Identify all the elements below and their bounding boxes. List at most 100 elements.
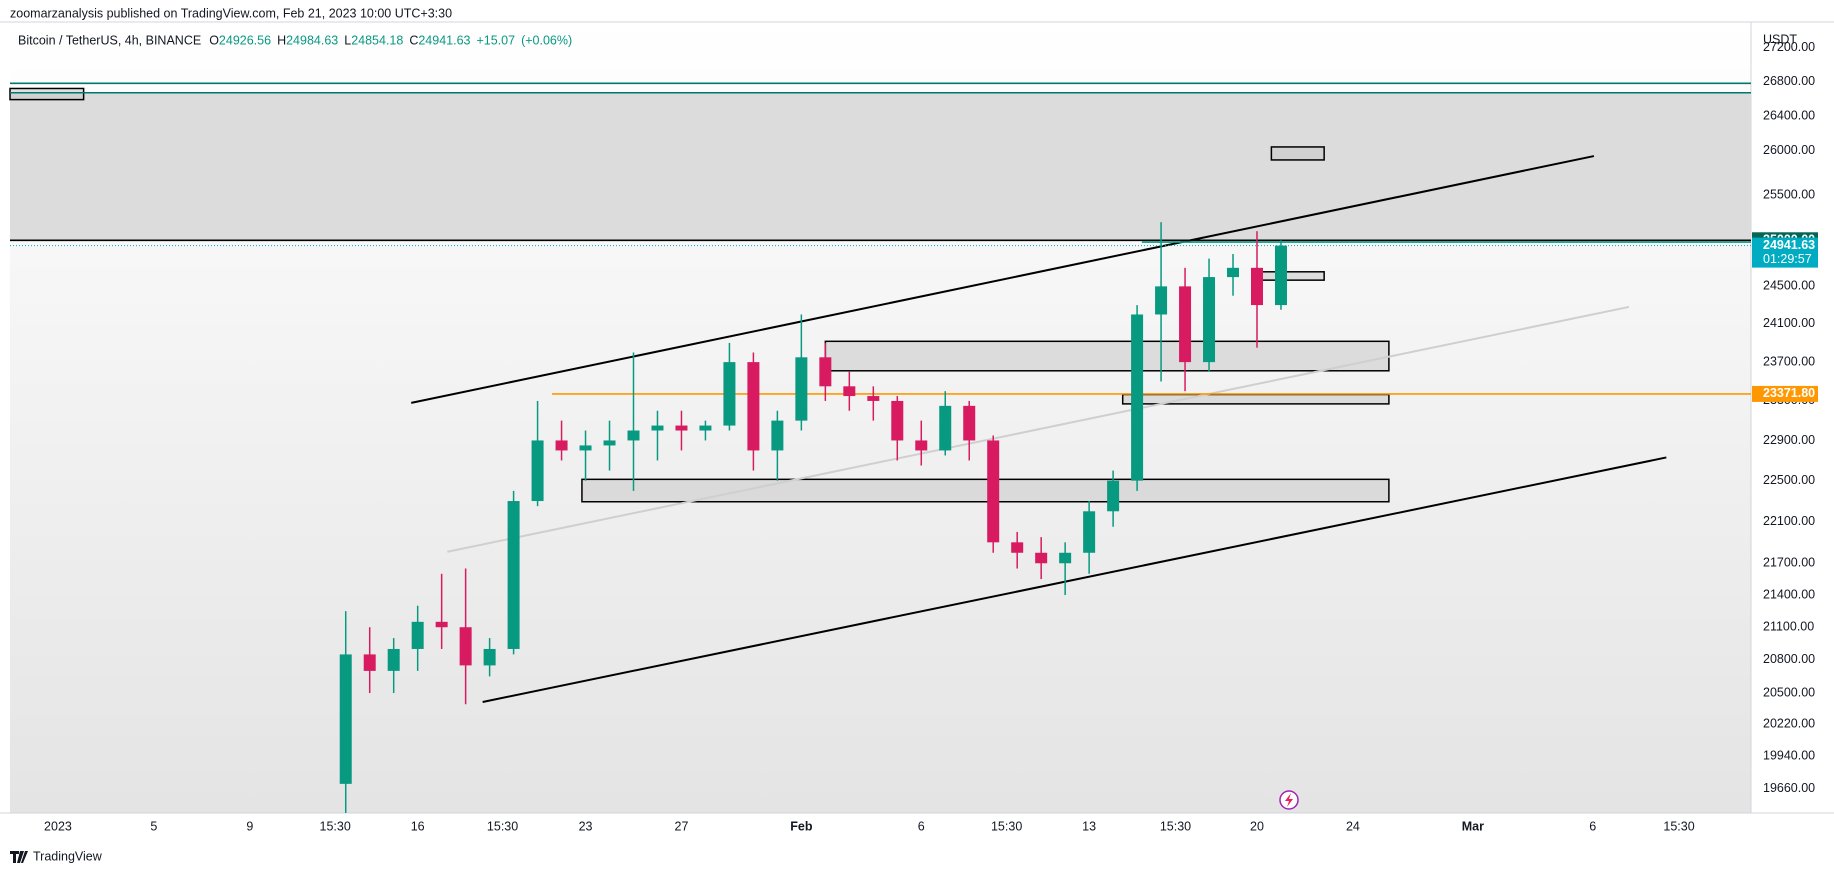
candle-body: [915, 440, 928, 451]
y-tick-label: 20220.00: [1763, 717, 1815, 731]
price-badge-label: 23371.80: [1763, 386, 1815, 400]
legend-value: 24926.56: [219, 33, 271, 47]
publisher: zoomarzanalysis published on TradingView…: [10, 6, 452, 20]
candle-body: [819, 357, 832, 387]
candle-body: [339, 654, 352, 784]
zone: [1121, 393, 1390, 405]
price-badge-label: 24941.63: [1763, 238, 1815, 252]
candle-body: [459, 627, 472, 666]
x-tick-label: 16: [411, 819, 425, 833]
x-tick-label: 5: [150, 819, 157, 833]
x-tick-label: 15:30: [320, 819, 351, 833]
candle-body: [651, 425, 664, 431]
legend: Bitcoin / TetherUS, 4h, BINANCE O 24926.5…: [18, 33, 572, 47]
y-tick-label: 21400.00: [1763, 587, 1815, 601]
candle-body: [1011, 542, 1024, 553]
x-tick-label: 13: [1082, 819, 1096, 833]
x-tick-label: 20: [1250, 819, 1264, 833]
candle-body: [867, 396, 880, 401]
candle-body: [483, 648, 496, 666]
y-tick-label: 22500.00: [1763, 473, 1815, 487]
y-tick-label: 20800.00: [1763, 652, 1815, 666]
zone: [1258, 271, 1325, 281]
candle-body: [1059, 552, 1072, 564]
y-tick-label: 27200.00: [1763, 40, 1815, 54]
y-tick-label: 22900.00: [1763, 433, 1815, 447]
countdown: 01:29:57: [1763, 252, 1812, 266]
legend-value: 24941.63: [418, 33, 470, 47]
x-tick-label: 15:30: [1160, 819, 1191, 833]
zone: [1270, 146, 1325, 161]
candle-body: [771, 420, 784, 451]
zone: [9, 87, 85, 101]
trend-line: [482, 456, 1667, 703]
x-tick-label: 15:30: [991, 819, 1022, 833]
candle-body: [1179, 286, 1192, 363]
x-tick-label: 9: [246, 819, 253, 833]
y-tick-label: 23700.00: [1763, 354, 1815, 368]
x-tick-label: 2023: [44, 819, 72, 833]
legend-key: C: [409, 33, 418, 47]
x-tick-label: 6: [918, 819, 925, 833]
candle-body: [1107, 480, 1120, 512]
candle-body: [1250, 267, 1263, 306]
candle-body: [1203, 277, 1216, 363]
y-tick-label: 21100.00: [1763, 620, 1814, 634]
y-tick-label: 19940.00: [1763, 749, 1815, 763]
y-tick-label: 19660.00: [1763, 781, 1815, 795]
candle-body: [1274, 245, 1287, 306]
y-tick-label: 22100.00: [1763, 514, 1815, 528]
candle-body: [1083, 511, 1096, 553]
legend-change: +15.07: [477, 33, 516, 47]
trend-line: [447, 305, 1630, 553]
shaded-band: [10, 92, 1751, 241]
legend-key: H: [277, 33, 286, 47]
footer: TradingView: [10, 849, 103, 863]
y-tick-label: 24500.00: [1763, 279, 1815, 293]
trend-line: [410, 155, 1595, 404]
legend-key: L: [344, 33, 351, 47]
y-tick-label: 26800.00: [1763, 74, 1815, 88]
y-tick-label: 26000.00: [1763, 143, 1815, 157]
zone: [581, 478, 1390, 503]
y-tick-label: 21700.00: [1763, 556, 1815, 570]
legend-value: 24854.18: [351, 33, 403, 47]
candle-body: [411, 621, 424, 649]
price-badge: [1752, 385, 1818, 402]
candle-body: [963, 405, 976, 441]
candle-body: [987, 440, 1000, 543]
candle-body: [363, 654, 376, 671]
candle-body: [1035, 552, 1048, 564]
x-tick-label: 15:30: [1663, 819, 1694, 833]
chart-content: [9, 82, 1751, 813]
legend-key: O: [209, 33, 219, 47]
candle-body: [1131, 314, 1144, 481]
candle-body: [675, 425, 688, 431]
y-tick-label: 20500.00: [1763, 685, 1815, 699]
candle-body: [555, 440, 568, 451]
candle-body: [723, 362, 736, 426]
y-tick-label: 26400.00: [1763, 108, 1815, 122]
zone: [824, 340, 1390, 372]
candle-body: [939, 405, 952, 451]
currency: USDT: [1763, 32, 1797, 46]
footer-text: TradingView: [33, 849, 103, 863]
x-tick-label: 15:30: [487, 819, 518, 833]
candle-body: [1227, 267, 1240, 278]
chart-title: Bitcoin / TetherUS, 4h, BINANCE: [18, 33, 201, 47]
legend-value: 24984.63: [286, 33, 338, 47]
x-tick-label: 23: [579, 819, 593, 833]
price-badge: [1752, 237, 1818, 268]
x-tick-label: 24: [1346, 819, 1360, 833]
candle-body: [603, 440, 616, 446]
lightning-icon: [1279, 790, 1299, 810]
x-tick-label: Mar: [1462, 819, 1484, 833]
candle-body: [891, 400, 904, 441]
candle-body: [627, 430, 640, 441]
candle-body: [531, 440, 544, 502]
y-tick-label: 25500.00: [1763, 187, 1815, 201]
x-tick-label: 6: [1589, 819, 1596, 833]
candle-body: [507, 501, 520, 649]
